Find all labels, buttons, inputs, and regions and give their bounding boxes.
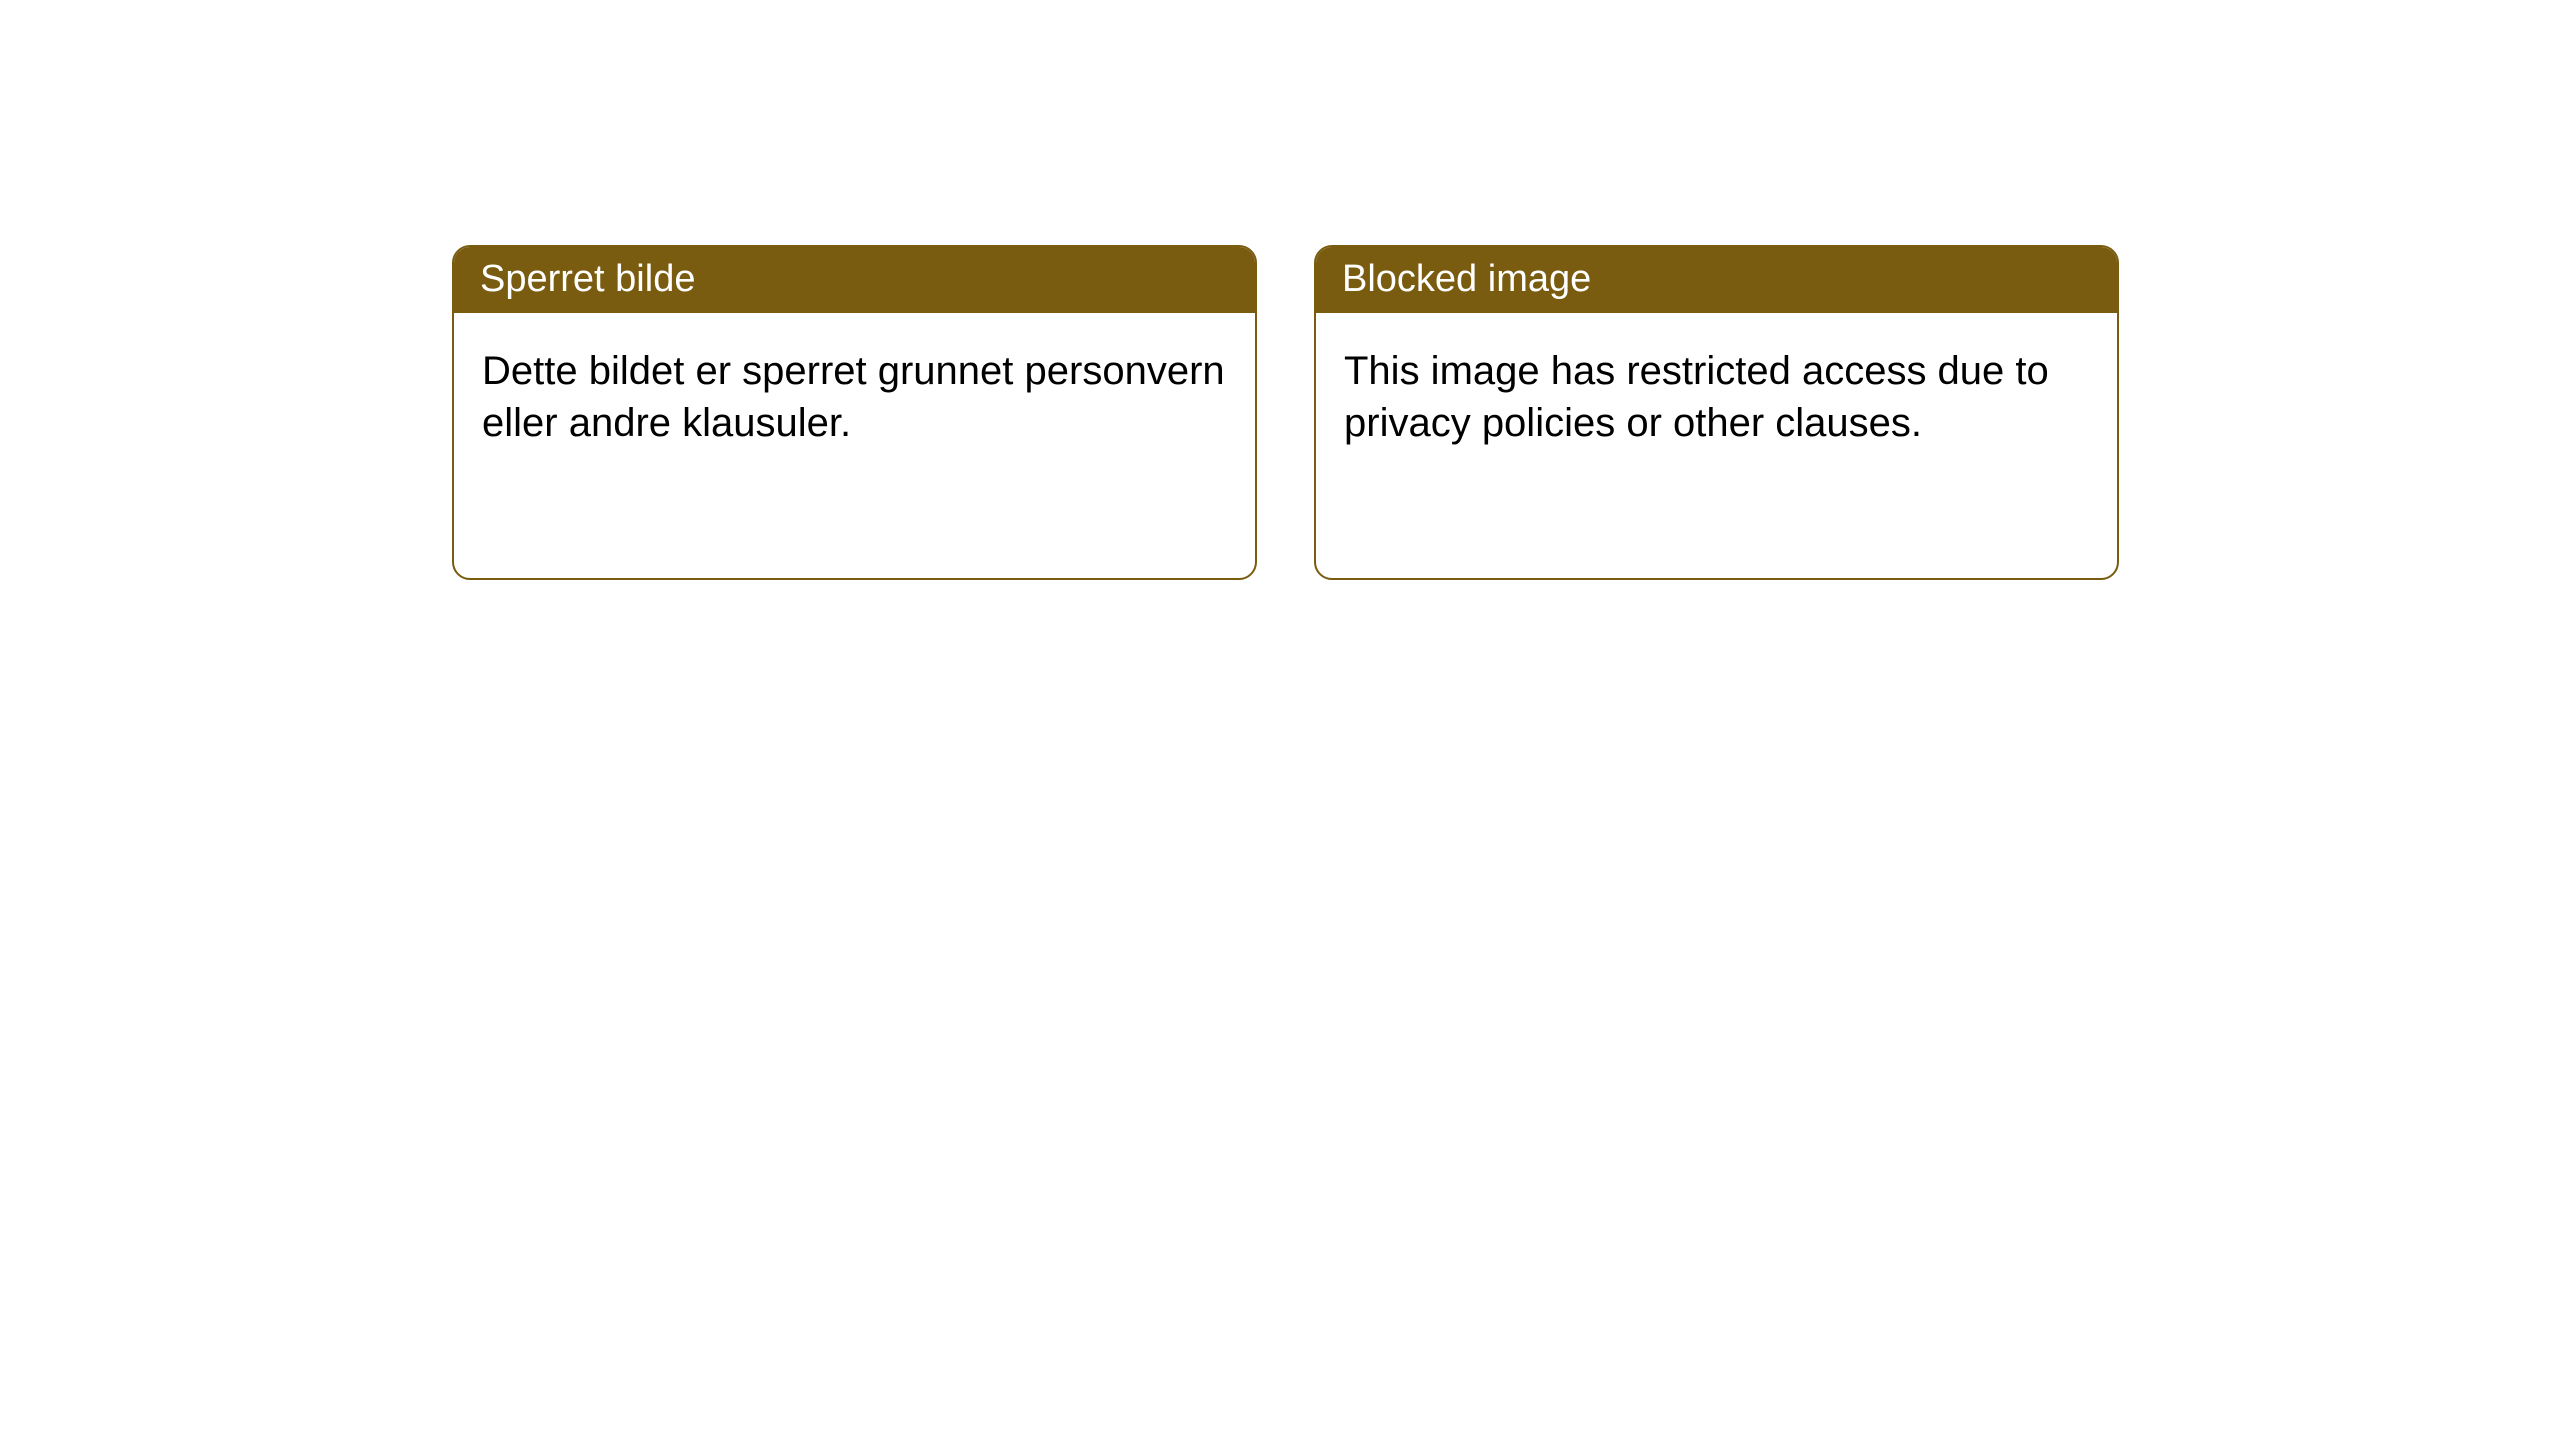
notice-card-norwegian: Sperret bilde Dette bildet er sperret gr… — [452, 245, 1257, 580]
notice-container: Sperret bilde Dette bildet er sperret gr… — [452, 245, 2119, 580]
notice-title-norwegian: Sperret bilde — [454, 247, 1255, 313]
notice-body-norwegian: Dette bildet er sperret grunnet personve… — [454, 313, 1255, 483]
notice-title-english: Blocked image — [1316, 247, 2117, 313]
notice-card-english: Blocked image This image has restricted … — [1314, 245, 2119, 580]
notice-body-english: This image has restricted access due to … — [1316, 313, 2117, 483]
